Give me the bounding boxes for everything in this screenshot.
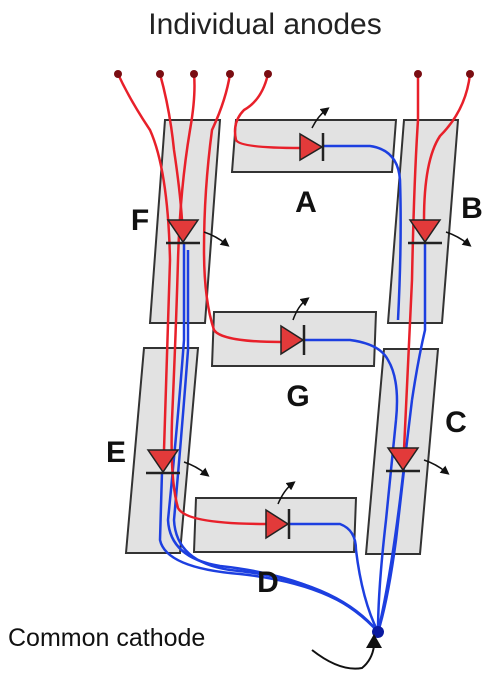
led-e — [146, 449, 210, 477]
light-emission-arrow-icon — [183, 461, 210, 477]
light-emission-arrow-icon — [292, 297, 310, 321]
segment-label-c: C — [445, 406, 467, 439]
led-diode-icon — [386, 447, 420, 472]
terminal-dot-icon — [114, 70, 122, 78]
terminal-dot-icon — [190, 70, 198, 78]
led-diode-icon — [166, 219, 200, 244]
terminal-dot-icon — [226, 70, 234, 78]
arrow-head-icon — [366, 634, 382, 648]
cathode-wire-bundle-right2 — [376, 419, 398, 633]
led-f — [166, 219, 230, 247]
light-emission-arrow-icon — [203, 231, 230, 247]
terminal-dot-icon — [264, 70, 272, 78]
led-d — [265, 481, 296, 540]
led-diode-icon — [280, 324, 305, 356]
cathode-wire-bundle-right — [376, 399, 414, 633]
cathode-wire-g — [300, 338, 399, 421]
segment-label-g: G — [286, 380, 309, 413]
cathode-wire-b — [410, 242, 427, 401]
cathode-wires — [158, 144, 427, 633]
common-cathode-label: Common cathode — [8, 624, 205, 652]
cathode-wire-f2 — [172, 250, 379, 633]
anode-wire-b — [422, 73, 472, 221]
light-emission-arrow-icon — [277, 481, 296, 505]
segment-label-f: F — [131, 204, 149, 237]
terminal-dot-icon — [414, 70, 422, 78]
light-emission-arrow-icon — [423, 459, 450, 475]
cathode-wire-d — [290, 522, 380, 633]
led-a — [299, 107, 330, 162]
anode-wire-a — [233, 73, 301, 150]
led-diode-icon — [299, 132, 324, 162]
light-emission-arrow-icon — [445, 231, 472, 247]
led-g — [280, 297, 310, 356]
diagram-title: Individual anodes — [148, 8, 382, 41]
segment-label-b: B — [461, 192, 483, 225]
anode-wire-e — [116, 73, 172, 451]
anode-wire-c — [402, 74, 420, 451]
light-emission-arrow-icon — [311, 107, 330, 129]
led-b — [408, 219, 472, 247]
anode-wire-g — [202, 73, 283, 344]
terminal-dot-icon — [156, 70, 164, 78]
led-c — [386, 447, 450, 475]
anode-wires — [116, 73, 472, 526]
common-cathode-node — [372, 626, 384, 638]
segment-label-d: D — [257, 566, 279, 599]
led-diode-icon — [408, 219, 442, 244]
cathode-wire-a — [322, 144, 402, 321]
led-diode-icon — [146, 449, 180, 474]
terminal-dot-icon — [466, 70, 474, 78]
led-diode-icon — [265, 508, 290, 540]
segment-label-a: A — [295, 186, 317, 219]
anode-terminals — [114, 70, 474, 78]
segment-label-e: E — [106, 436, 126, 469]
cathode-pointer-arrow — [311, 645, 375, 670]
